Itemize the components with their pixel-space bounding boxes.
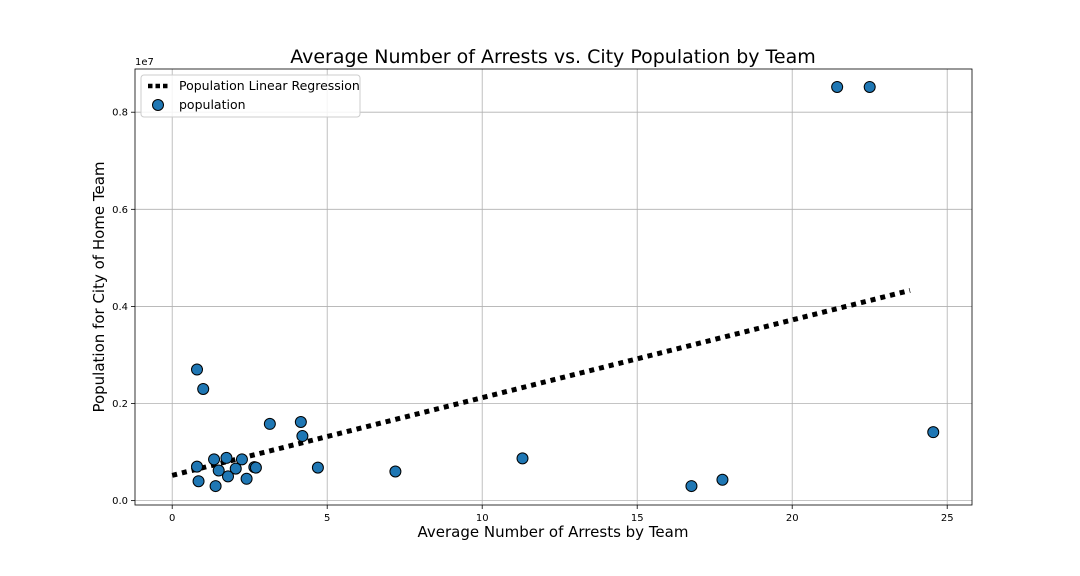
plot-frame (134, 68, 973, 506)
scatter-point (240, 472, 253, 485)
grid (135, 69, 972, 505)
scatter-point (209, 480, 222, 493)
x-tick-label: 10 (476, 513, 489, 524)
scatter-point (249, 461, 262, 474)
x-tick-label: 5 (324, 513, 330, 524)
scatter-point (229, 462, 242, 475)
x-axis-ticks: 0 5 10 15 20 25 (169, 505, 954, 524)
x-axis-label: Average Number of Arrests by Team (418, 523, 689, 541)
scatter-point (311, 461, 324, 474)
y-tick-label: 0.2 (112, 399, 128, 410)
y-tick-label: 0.0 (112, 496, 128, 507)
x-tick-label: 20 (786, 513, 799, 524)
x-tick-label: 25 (941, 513, 954, 524)
scatter-point (389, 465, 402, 478)
y-tick-label: 0.4 (112, 302, 128, 313)
y-axis-label: Population for City of Home Team (90, 161, 108, 412)
scatter-point (208, 453, 221, 466)
scatter-point (516, 452, 529, 465)
scatter-point (685, 480, 698, 493)
scatter-point (212, 464, 225, 477)
scatter-point (192, 475, 205, 488)
scatter-point (222, 470, 234, 483)
y-tick-label: 0.6 (112, 205, 128, 216)
x-tick-label: 15 (631, 513, 644, 524)
scatter-point (831, 80, 844, 93)
plot-series (171, 80, 940, 493)
legend-label-regression: Population Linear Regression (179, 78, 360, 93)
legend-label-population: population (179, 97, 246, 112)
scatter-point (927, 426, 940, 439)
y-tick-label: 0.8 (112, 108, 128, 119)
legend: Population Linear Regression population (140, 74, 361, 118)
scatter-point (220, 451, 233, 464)
legend-population-swatch (152, 99, 164, 111)
scatter-point (863, 80, 876, 93)
scatter-point (235, 453, 248, 466)
scatter-point (716, 473, 729, 486)
scatter-point (197, 382, 210, 395)
y-axis-offset-label: 1e7 (135, 57, 154, 68)
chart-title: Average Number of Arrests vs. City Popul… (290, 46, 816, 68)
y-axis-ticks: 0.0 0.2 0.4 0.6 0.8 (112, 108, 135, 507)
scatter-point (296, 430, 309, 443)
regression-line (171, 287, 911, 478)
x-tick-label: 0 (169, 513, 175, 524)
scatter-point (263, 417, 276, 430)
legend-box (140, 74, 361, 118)
scatter-point (294, 415, 307, 428)
scatter-point (191, 363, 203, 376)
scatter-point (191, 460, 203, 473)
